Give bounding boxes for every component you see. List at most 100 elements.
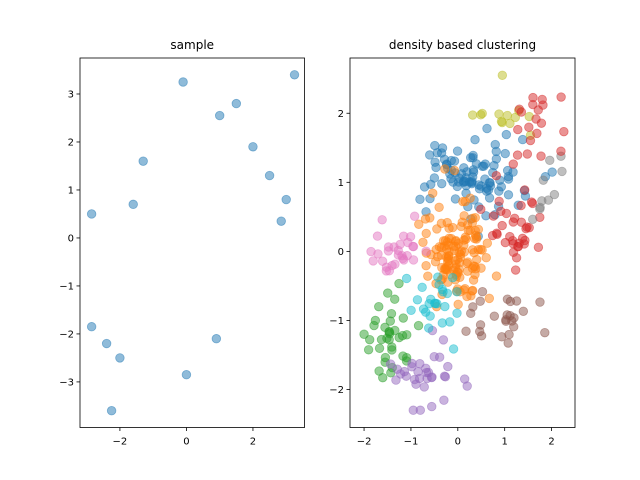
- cluster-point: [417, 282, 427, 293]
- cluster-point: [535, 297, 545, 307]
- x-tick-label: −1: [404, 437, 419, 448]
- cluster-point: [501, 129, 512, 140]
- cluster-point: [398, 313, 408, 323]
- cluster-point: [377, 215, 387, 225]
- data-point: [211, 334, 222, 344]
- cluster-point: [363, 345, 374, 355]
- cluster-point: [509, 213, 520, 223]
- cluster-point: [420, 214, 431, 224]
- cluster-point: [469, 247, 479, 258]
- cluster-point: [467, 213, 478, 224]
- cluster-point: [406, 305, 416, 316]
- cluster-point: [466, 308, 476, 319]
- panel-title-sample: sample: [170, 38, 214, 52]
- axes-frame-sample: [79, 57, 305, 428]
- cluster-point: [427, 401, 437, 412]
- cluster-point: [491, 171, 502, 181]
- cluster-point: [559, 126, 569, 137]
- cluster-point: [503, 171, 514, 182]
- cluster-point: [382, 333, 392, 344]
- cluster-point: [401, 352, 412, 363]
- cluster-point: [516, 107, 527, 117]
- cluster-point: [369, 320, 379, 331]
- cluster-point: [504, 329, 514, 340]
- cluster-point: [447, 273, 458, 283]
- cluster-point: [468, 167, 479, 177]
- cluster-point: [483, 185, 494, 195]
- cluster-point: [496, 182, 507, 192]
- cluster-point: [470, 135, 480, 145]
- cluster-point: [390, 259, 400, 269]
- cluster-point: [401, 273, 412, 284]
- cluster-point: [438, 287, 448, 297]
- cluster-point: [520, 185, 530, 195]
- cluster-point: [434, 280, 444, 290]
- cluster-point: [395, 239, 405, 250]
- data-point: [214, 110, 225, 121]
- cluster-point: [533, 242, 544, 252]
- cluster-point: [439, 395, 449, 405]
- cluster-point: [439, 371, 450, 381]
- data-point: [289, 70, 300, 80]
- cluster-point: [524, 122, 534, 132]
- cluster-point: [461, 326, 471, 336]
- cluster-point: [386, 308, 397, 319]
- cluster-point: [494, 196, 504, 207]
- cluster-point: [385, 359, 396, 369]
- data-point: [248, 142, 258, 152]
- y-tick-label: 0: [338, 247, 344, 258]
- cluster-point: [432, 224, 442, 234]
- cluster-point: [372, 231, 383, 241]
- y-tick-label: 0: [68, 234, 74, 245]
- cluster-point: [412, 295, 423, 305]
- cluster-point: [462, 220, 473, 230]
- cluster-point: [477, 108, 487, 119]
- cluster-point: [540, 327, 550, 338]
- cluster-point: [425, 150, 435, 160]
- cluster-point: [413, 367, 423, 377]
- cluster-point: [424, 323, 434, 333]
- cluster-point: [399, 366, 410, 377]
- cluster-point: [444, 223, 454, 233]
- cluster-point: [503, 190, 514, 200]
- cluster-point: [374, 343, 385, 353]
- cluster-point: [365, 334, 375, 345]
- cluster-point: [503, 338, 513, 348]
- cluster-point: [440, 236, 451, 246]
- cluster-point: [423, 271, 433, 281]
- cluster-point: [437, 178, 447, 189]
- x-tick-label: −2: [113, 437, 128, 448]
- cluster-point: [510, 265, 521, 275]
- data-point: [264, 170, 275, 181]
- panel-title-clustering: density based clustering: [389, 38, 536, 52]
- y-tick-label: −2: [329, 385, 344, 396]
- cluster-point: [415, 405, 426, 415]
- y-tick-label: −2: [59, 330, 74, 341]
- cluster-point: [508, 159, 518, 169]
- cluster-point: [488, 211, 499, 221]
- cluster-point: [438, 335, 449, 345]
- cluster-point: [497, 220, 507, 231]
- cluster-point: [512, 150, 523, 160]
- panel-clustering: −2 −1 0 1 2 −2 −1 0 1 2 density based clustering: [329, 38, 576, 448]
- cluster-point: [556, 146, 566, 156]
- cluster-point: [557, 166, 567, 177]
- cluster-point: [378, 372, 388, 383]
- cluster-point: [399, 255, 409, 265]
- cluster-point: [477, 287, 488, 297]
- x-tick-label: 1: [502, 437, 508, 448]
- panel-sample: −2 0 2 −3 −2 −1 0 1 2 3 sample: [59, 38, 305, 448]
- cluster-point: [500, 148, 510, 159]
- cluster-point: [366, 246, 376, 257]
- cluster-point: [531, 114, 541, 124]
- cluster-point: [489, 311, 500, 321]
- cluster-point: [459, 211, 469, 221]
- cluster-point: [440, 164, 450, 174]
- cluster-point: [463, 257, 473, 267]
- data-point: [138, 156, 148, 166]
- cluster-point: [390, 325, 400, 336]
- cluster-point: [454, 258, 465, 268]
- cluster-point: [547, 167, 557, 177]
- cluster-point: [407, 358, 417, 369]
- cluster-point: [516, 200, 526, 211]
